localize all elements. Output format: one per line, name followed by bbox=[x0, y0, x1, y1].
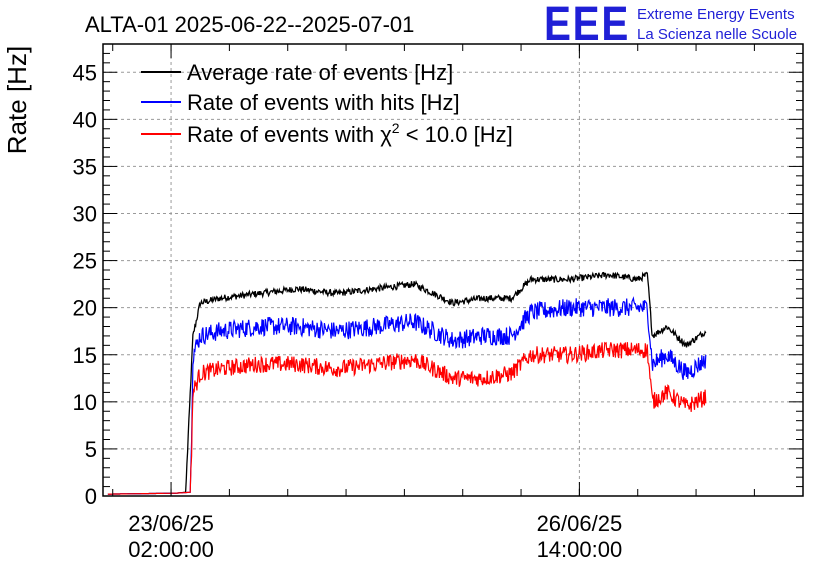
legend-entry-3: Rate of events with χ2 < 10.0 [Hz] bbox=[141, 120, 513, 147]
y-tick-label: 40 bbox=[73, 107, 97, 132]
y-axis-title: Rate [Hz] bbox=[2, 46, 32, 154]
legend: Average rate of events [Hz] Rate of event… bbox=[141, 60, 513, 147]
x-tick-label-time: 02:00:00 bbox=[128, 537, 214, 562]
y-tick-label: 25 bbox=[73, 249, 97, 274]
y-tick-label: 5 bbox=[85, 437, 97, 462]
plot-frame bbox=[102, 43, 804, 497]
y-tick-label: 10 bbox=[73, 390, 97, 415]
series-line-3 bbox=[107, 341, 707, 495]
y-tick-label: 45 bbox=[73, 60, 97, 85]
legend-label: Rate of events with χ2 < 10.0 [Hz] bbox=[187, 120, 513, 147]
logo-line1: Extreme Energy Events bbox=[637, 6, 795, 23]
y-tick-label: 30 bbox=[73, 202, 97, 227]
logo-line2: La Scienza nelle Scuole bbox=[637, 26, 797, 43]
x-tick-label-date: 26/06/25 bbox=[537, 511, 623, 536]
series-line-2 bbox=[107, 296, 707, 495]
x-tick-label-date: 23/06/25 bbox=[128, 511, 214, 536]
y-tick-label: 35 bbox=[73, 154, 97, 179]
series-layer bbox=[107, 271, 707, 495]
logo-letters: EEE bbox=[544, 0, 630, 51]
x-tick-label-time: 14:00:00 bbox=[537, 537, 623, 562]
chart-title: ALTA-01 2025-06-22--2025-07-01 bbox=[85, 12, 414, 37]
eee-logo: EEE Extreme Energy Events La Scienza nel… bbox=[544, 0, 797, 51]
y-tick-label: 20 bbox=[73, 296, 97, 321]
y-tick-label: 15 bbox=[73, 343, 97, 368]
legend-entry-2: Rate of events with hits [Hz] bbox=[141, 90, 460, 115]
grid bbox=[103, 44, 803, 496]
legend-label: Average rate of events [Hz] bbox=[187, 60, 453, 85]
legend-entry-1: Average rate of events [Hz] bbox=[141, 60, 453, 85]
legend-label: Rate of events with hits [Hz] bbox=[187, 90, 460, 115]
series-line-1 bbox=[107, 271, 707, 495]
y-tick-label: 0 bbox=[85, 484, 97, 509]
